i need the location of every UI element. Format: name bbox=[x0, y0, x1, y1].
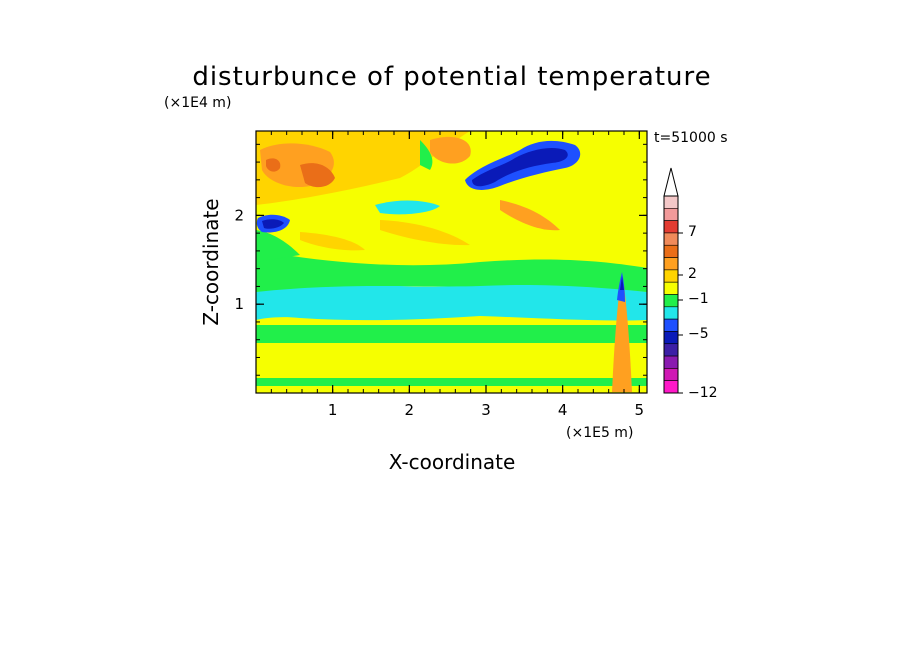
y-tick-label: 2 bbox=[234, 206, 244, 224]
streak-1 bbox=[380, 220, 470, 246]
colorbar-swatch bbox=[663, 331, 679, 345]
y-axis: 12 bbox=[234, 143, 647, 376]
plume-column bbox=[612, 285, 632, 392]
colorbar-extend-arrow bbox=[663, 167, 679, 197]
x-tick-label: 2 bbox=[405, 401, 415, 419]
band-lower-green bbox=[256, 325, 647, 343]
colorbar-labels: 7 2 −1 −5 −12 bbox=[688, 224, 718, 401]
colorbar-swatch bbox=[663, 343, 679, 357]
colorbar-swatch bbox=[663, 220, 679, 234]
y-axis-label: Z-coordinate bbox=[199, 198, 223, 325]
colorbar bbox=[663, 167, 683, 394]
colorbar-swatch bbox=[663, 380, 679, 394]
colorbar-swatch bbox=[663, 269, 679, 283]
band-green-left bbox=[256, 230, 300, 262]
colorbar-label-7: 7 bbox=[688, 224, 697, 240]
band-cyan bbox=[256, 284, 647, 321]
warm-patch-3 bbox=[266, 158, 281, 172]
colorbar-swatch bbox=[663, 232, 679, 246]
band-lower-yellow bbox=[256, 340, 647, 378]
band-lower-cyan bbox=[256, 378, 647, 386]
colorbar-label-minus5: −5 bbox=[688, 326, 709, 342]
colorbar-swatch bbox=[663, 318, 679, 332]
chart-title: disturbunce of potential temperature bbox=[192, 62, 711, 92]
warm-patch-2 bbox=[300, 163, 335, 188]
colorbar-label-minus12: −12 bbox=[688, 385, 718, 401]
y-tick-label: 1 bbox=[234, 295, 244, 313]
x-tick-label: 4 bbox=[558, 401, 568, 419]
colorbar-label-2: 2 bbox=[688, 266, 697, 282]
time-label: t=51000 s bbox=[654, 130, 728, 146]
warm-patch-4 bbox=[430, 136, 471, 164]
colorbar-label-minus1: −1 bbox=[688, 291, 709, 307]
colorbar-swatch bbox=[663, 368, 679, 381]
colorbar-frame bbox=[663, 195, 679, 394]
x-unit-label: (×1E5 m) bbox=[566, 425, 633, 441]
green-streak bbox=[420, 140, 433, 170]
colorbar-swatch bbox=[663, 281, 679, 295]
x-tick-label: 5 bbox=[635, 401, 645, 419]
colorbar-swatch bbox=[663, 355, 679, 369]
x-axis: 1 2 3 4 5 bbox=[270, 131, 645, 419]
colorbar-swatch bbox=[663, 306, 679, 320]
colorbar-swatch bbox=[663, 294, 679, 308]
band-green-upper bbox=[256, 250, 647, 292]
colorbar-swatch bbox=[663, 244, 679, 258]
streak-2 bbox=[500, 200, 560, 231]
colorbar-swatch bbox=[663, 257, 679, 271]
x-tick-label: 1 bbox=[328, 401, 338, 419]
x-axis-label: X-coordinate bbox=[389, 450, 516, 474]
cold-core-left-inner bbox=[262, 219, 284, 229]
x-tick-label: 3 bbox=[481, 401, 491, 419]
y-unit-label: (×1E4 m) bbox=[164, 95, 231, 111]
streak-3 bbox=[300, 232, 365, 251]
plot-frame bbox=[255, 130, 648, 394]
cyan-streak bbox=[375, 200, 440, 215]
cold-band-inner bbox=[472, 147, 568, 187]
plot-area bbox=[256, 131, 647, 393]
colorbar-swatch bbox=[663, 208, 679, 221]
plume-tip bbox=[620, 276, 624, 290]
colorbar-swatch bbox=[663, 195, 679, 209]
